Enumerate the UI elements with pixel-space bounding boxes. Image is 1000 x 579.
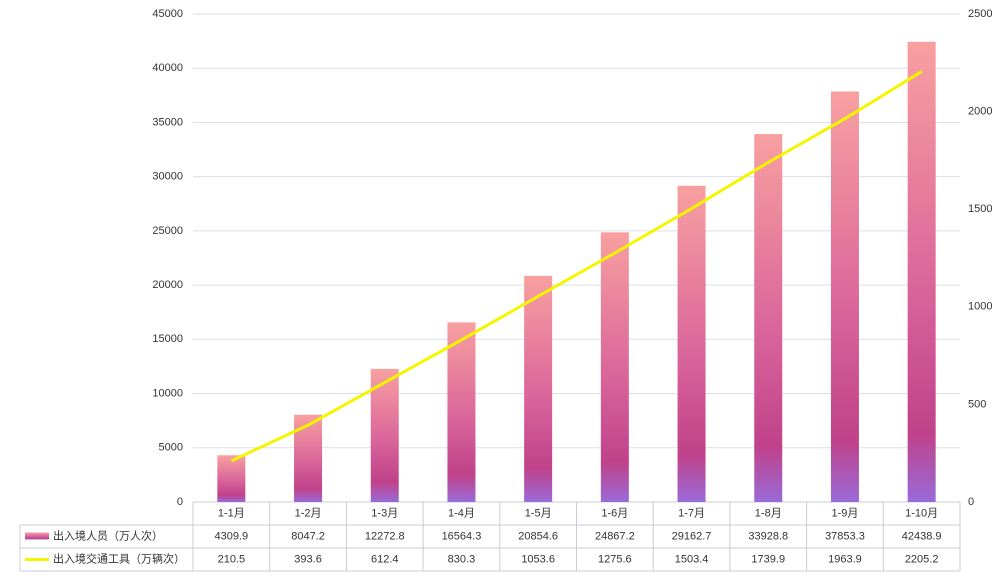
bar [600,232,629,502]
legend-label: 出入境交通工具（万辆次） [53,551,185,565]
bar [524,275,553,502]
table-value: 12272.8 [365,530,405,542]
table-value: 4309.9 [215,530,249,542]
x-tick-label: 1-4月 [448,507,475,519]
y2-tick-label: 2000 [968,106,992,118]
x-tick-label: 1-8月 [755,507,782,519]
table-value: 830.3 [448,553,476,565]
y-tick-label: 35000 [152,116,183,128]
bar [754,134,783,502]
bar [370,368,399,502]
table-value: 33928.8 [748,530,788,542]
y-tick-label: 40000 [152,62,183,74]
bar [294,414,323,502]
line [230,70,923,463]
y-tick-label: 15000 [152,333,183,345]
x-tick-label: 1-10月 [905,507,938,519]
x-tick-label: 1-9月 [831,507,858,519]
table-value: 210.5 [218,553,246,565]
table-value: 1963.9 [828,553,862,565]
table-value: 1739.9 [751,553,785,565]
bar [677,185,706,503]
table-value: 393.6 [294,553,322,565]
table-value: 37853.3 [825,530,865,542]
y-tick-label: 5000 [159,442,183,454]
y-tick-label: 20000 [152,279,183,291]
legend-key [25,532,49,540]
x-tick-label: 1-1月 [218,507,245,519]
table-value: 2205.2 [905,553,939,565]
x-tick-label: 1-5月 [525,507,552,519]
table-value: 24867.2 [595,530,635,542]
table-value: 16564.3 [442,530,482,542]
y-tick-label: 45000 [152,8,183,20]
x-tick-label: 1-2月 [295,507,322,519]
y2-tick-label: 1000 [968,301,992,313]
y2-tick-label: 2500 [968,8,992,20]
y2-tick-label: 500 [968,398,986,410]
y2-tick-label: 1500 [968,203,992,215]
y-tick-label: 30000 [152,171,183,183]
table-value: 29162.7 [672,530,712,542]
legend-label: 出入境人员（万人次） [53,528,163,542]
table-value: 612.4 [371,553,399,565]
table-value: 1053.6 [521,553,555,565]
x-tick-label: 1-3月 [371,507,398,519]
y-tick-label: 0 [177,496,183,508]
y-tick-label: 25000 [152,225,183,237]
table-value: 20854.6 [518,530,558,542]
x-tick-label: 1-7月 [678,507,705,519]
table-value: 8047.2 [291,530,325,542]
bar [217,455,246,502]
y-tick-label: 10000 [152,387,183,399]
bar [447,322,476,502]
y2-tick-label: 0 [968,496,974,508]
bar [907,41,936,502]
bar [830,91,859,503]
table-value: 42438.9 [902,530,942,542]
x-tick-label: 1-6月 [601,507,628,519]
table-value: 1275.6 [598,553,632,565]
table-value: 1503.4 [675,553,709,565]
